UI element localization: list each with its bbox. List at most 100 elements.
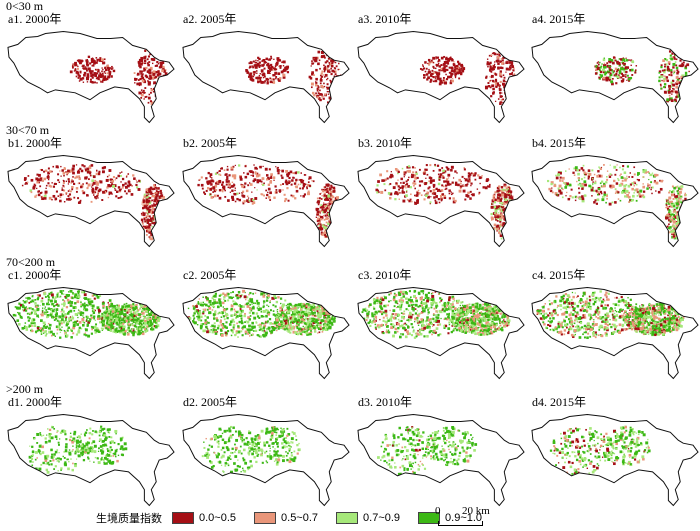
habitat-pixels <box>536 290 685 340</box>
legend-swatch-3 <box>418 512 441 524</box>
map-panel-d1: d1. 2000年 <box>6 396 176 514</box>
panel-title: b3. 2010年 <box>358 136 413 150</box>
legend-title: 生境质量指数 <box>96 513 162 525</box>
legend-item: 0.0~0.5 <box>172 512 236 524</box>
legend-label: 0.5~0.7 <box>281 512 319 524</box>
legend-swatch-2 <box>336 512 359 524</box>
region-boundary <box>7 31 175 124</box>
region-boundary <box>531 287 699 380</box>
map-svg <box>357 287 525 380</box>
panel-title: d1. 2000年 <box>8 395 63 409</box>
region-boundary <box>357 31 525 124</box>
panel-title: b2. 2005年 <box>183 136 238 150</box>
map-panel-b3: b3. 2010年 <box>356 137 526 255</box>
legend-item: 0.9~1.0 <box>418 512 482 524</box>
legend-item: 0.7~0.9 <box>336 512 400 524</box>
panel-title: c2. 2005年 <box>183 268 237 282</box>
map-panel-c3: c3. 2010年 <box>356 269 526 387</box>
habitat-pixels <box>69 49 168 106</box>
habitat-pixels <box>547 164 691 240</box>
map-svg <box>7 31 175 124</box>
region-boundary <box>182 31 350 124</box>
map-svg <box>182 155 350 248</box>
habitat-pixels <box>28 425 128 477</box>
habitat-pixels <box>594 47 690 103</box>
map-panel-b1: b1. 2000年 <box>6 137 176 255</box>
panel-title: a3. 2010年 <box>358 12 412 26</box>
scale-bar-end: 20 km <box>462 505 490 517</box>
region-boundary <box>531 414 699 507</box>
habitat-pixels <box>375 163 517 240</box>
habitat-pixels <box>245 48 343 104</box>
panel-title: c4. 2015年 <box>532 268 586 282</box>
scale-bar-start: 0 <box>435 505 441 517</box>
panel-title: c1. 2000年 <box>8 268 62 282</box>
map-svg <box>357 414 525 507</box>
region-boundary <box>182 287 350 380</box>
region-boundary <box>357 287 525 380</box>
region-boundary <box>7 414 175 507</box>
habitat-pixels <box>377 426 478 477</box>
panel-title: a2. 2005年 <box>183 12 237 26</box>
panel-title: b4. 2015年 <box>532 136 587 150</box>
scale-bar: 0 20 km <box>430 505 530 529</box>
map-svg <box>7 287 175 380</box>
panel-title: d2. 2005年 <box>183 395 238 409</box>
legend-item: 0.5~0.7 <box>254 512 318 524</box>
map-panel-a3: a3. 2010年 <box>356 13 526 131</box>
map-svg <box>357 155 525 248</box>
map-panel-c4: c4. 2015年 <box>530 269 700 387</box>
legend-label: 0.7~0.9 <box>363 512 401 524</box>
habitat-pixels <box>361 289 511 339</box>
map-panel-b4: b4. 2015年 <box>530 137 700 255</box>
map-svg <box>182 287 350 380</box>
habitat-pixels <box>197 164 341 238</box>
map-panel-a4: a4. 2015年 <box>530 13 700 131</box>
legend: 生境质量指数 0.0~0.5 0.5~0.7 0.7~0.9 0.9~1.0 <box>96 509 500 527</box>
map-svg <box>182 414 350 507</box>
region-boundary <box>182 155 350 248</box>
habitat-pixels <box>21 164 167 241</box>
region-boundary <box>357 414 525 507</box>
panel-title: a4. 2015年 <box>532 12 586 26</box>
row-label-b: 30<70 m <box>6 123 50 137</box>
legend-label: 0.0~0.5 <box>199 512 237 524</box>
map-svg <box>182 31 350 124</box>
map-svg <box>7 414 175 507</box>
region-boundary <box>7 287 175 380</box>
habitat-pixels <box>201 425 301 477</box>
map-panel-a2: a2. 2005年 <box>181 13 351 131</box>
habitat-pixels <box>187 289 336 338</box>
map-svg <box>531 287 699 380</box>
row-label-c: 70<200 m <box>6 255 56 269</box>
legend-swatch-0 <box>172 512 194 524</box>
map-panel-c2: c2. 2005年 <box>181 269 351 387</box>
map-svg <box>7 155 175 248</box>
region-boundary <box>357 155 525 248</box>
region-boundary <box>182 414 350 507</box>
map-panel-a1: a1. 2000年 <box>6 13 176 131</box>
panel-title: a1. 2000年 <box>8 12 62 26</box>
map-panel-b2: b2. 2005年 <box>181 137 351 255</box>
map-svg <box>531 31 699 124</box>
panel-title: d4. 2015年 <box>532 395 587 409</box>
legend-swatch-1 <box>254 512 277 524</box>
map-svg <box>531 155 699 248</box>
map-panel-d3: d3. 2010年 <box>356 396 526 514</box>
scale-bar-line <box>438 521 483 526</box>
map-panel-c1: c1. 2000年 <box>6 269 176 387</box>
map-svg <box>357 31 525 124</box>
map-svg <box>531 414 699 507</box>
row-label-a: 0<30 m <box>6 0 44 13</box>
panel-title: c3. 2010年 <box>358 268 412 282</box>
map-panel-d4: d4. 2015年 <box>530 396 700 514</box>
region-boundary <box>531 31 699 124</box>
panel-title: d3. 2010年 <box>358 395 413 409</box>
panel-title: b1. 2000年 <box>8 136 63 150</box>
row-label-d: >200 m <box>6 382 44 396</box>
region-boundary <box>7 155 175 248</box>
legend-label: 0.9~1.0 <box>445 512 483 524</box>
habitat-pixels <box>549 425 651 477</box>
map-panel-d2: d2. 2005年 <box>181 396 351 514</box>
habitat-pixels <box>12 289 161 339</box>
